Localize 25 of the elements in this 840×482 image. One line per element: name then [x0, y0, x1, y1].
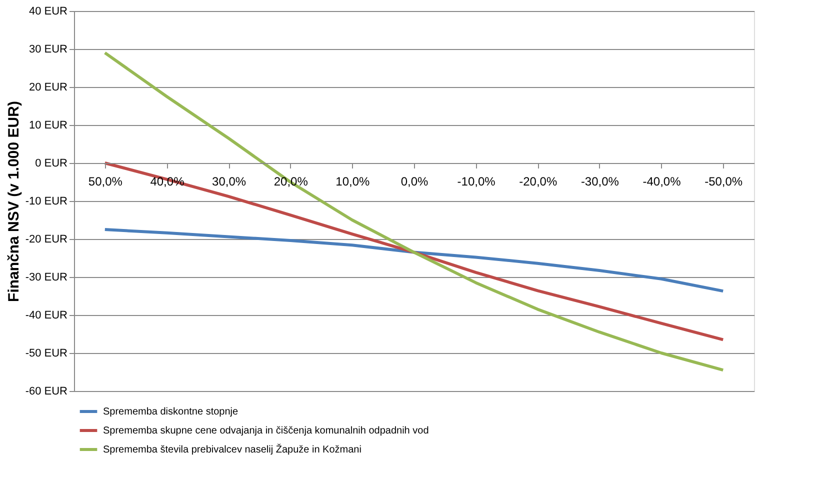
- line-series: [103, 228, 725, 293]
- y-tick-label: -50 EUR: [25, 348, 68, 360]
- legend-label: Sprememba skupne cene odvajanja in čiščenja komunalnih odpadnih vod: [103, 426, 429, 436]
- y-tick-label: 30 EUR: [28, 44, 68, 56]
- x-tick-label: -30,0%: [580, 174, 620, 188]
- y-tick-label: -20 EUR: [25, 234, 68, 246]
- x-tick-label: 50,0%: [88, 174, 123, 188]
- legend-label: Sprememba diskontne stopnje: [103, 406, 239, 418]
- y-tick-label: -40 EUR: [25, 310, 68, 322]
- x-tick-label: -10,0%: [457, 174, 496, 188]
- y-tick-label: 20 EUR: [28, 82, 68, 94]
- y-axis-title: Finančna NSV (v 1.000 EUR): [5, 101, 22, 302]
- y-tick-label: 0 EUR: [35, 158, 68, 170]
- y-tick-label: -10 EUR: [25, 196, 68, 208]
- x-tick-label: -50,0%: [704, 174, 743, 188]
- x-tick-label: -20,0%: [519, 174, 558, 188]
- legend-label: Sprememba števila prebivalcev naselij Žapuže in Kožmani: [103, 444, 362, 456]
- x-tick-label: -40,0%: [642, 174, 682, 188]
- x-tick-label: 0,0%: [400, 174, 428, 188]
- y-tick-label: 40 EUR: [28, 6, 68, 18]
- x-tick-label: 10,0%: [336, 174, 370, 188]
- y-tick-label: -60 EUR: [25, 386, 68, 398]
- y-tick-label: -30 EUR: [25, 272, 68, 284]
- y-tick-label: 10 EUR: [28, 120, 68, 132]
- x-tick-label: 30,0%: [212, 174, 246, 188]
